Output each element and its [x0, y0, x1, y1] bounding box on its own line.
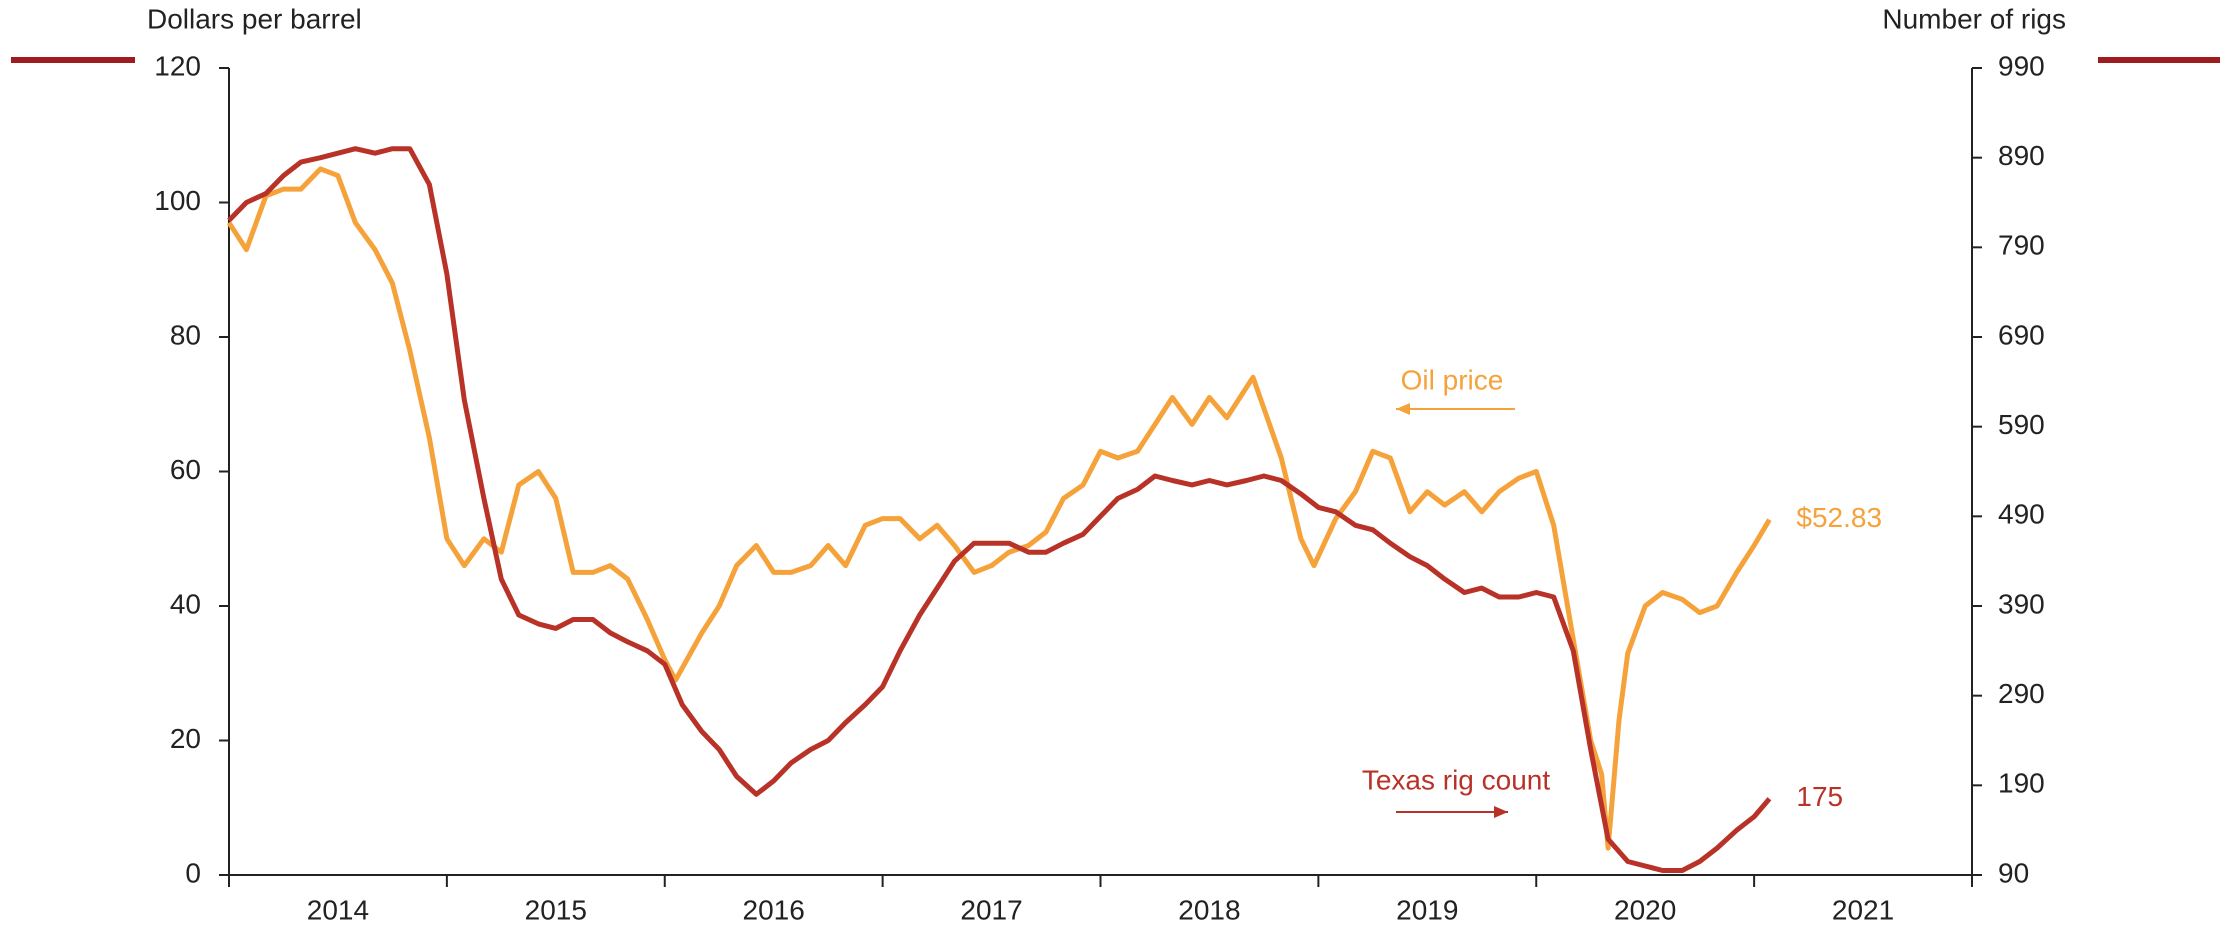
y2-axis-title: Number of rigs — [1882, 3, 2066, 34]
y-tick-label: 40 — [170, 588, 201, 619]
y2-tick-label: 690 — [1998, 319, 2045, 350]
series-arrow-head — [1494, 806, 1508, 818]
x-tick-label: 2019 — [1396, 894, 1458, 925]
data-line — [227, 146, 1772, 873]
y2-tick-label: 790 — [1998, 230, 2045, 261]
y2-tick-label: 990 — [1998, 50, 2045, 81]
x-tick-label: 2016 — [743, 894, 805, 925]
y-axis-title: Dollars per barrel — [147, 3, 362, 34]
x-tick-label: 2015 — [525, 894, 587, 925]
series-label: Texas rig count — [1362, 764, 1551, 795]
y2-tick-label: 490 — [1998, 499, 2045, 530]
end-label: $52.83 — [1796, 502, 1882, 533]
x-tick-label: 2017 — [960, 894, 1022, 925]
y2-tick-label: 190 — [1998, 768, 2045, 799]
y-tick-label: 20 — [170, 723, 201, 754]
x-tick-label: 2020 — [1614, 894, 1676, 925]
y2-tick-label: 590 — [1998, 409, 2045, 440]
series-arrow-head — [1396, 403, 1410, 415]
y2-tick-label: 90 — [1998, 857, 2029, 888]
series-label: Oil price — [1401, 364, 1504, 395]
y-tick-label: 60 — [170, 454, 201, 485]
y2-tick-label: 290 — [1998, 678, 2045, 709]
y-tick-label: 80 — [170, 319, 201, 350]
y2-tick-label: 390 — [1998, 588, 2045, 619]
end-label: 175 — [1796, 781, 1843, 812]
y-tick-label: 100 — [154, 185, 201, 216]
y-tick-label: 120 — [154, 50, 201, 81]
x-tick-label: 2018 — [1178, 894, 1240, 925]
y2-tick-label: 890 — [1998, 140, 2045, 171]
x-tick-label: 2021 — [1832, 894, 1894, 925]
y-tick-label: 0 — [185, 857, 201, 888]
data-line — [226, 166, 1772, 851]
x-tick-label: 2014 — [307, 894, 369, 925]
